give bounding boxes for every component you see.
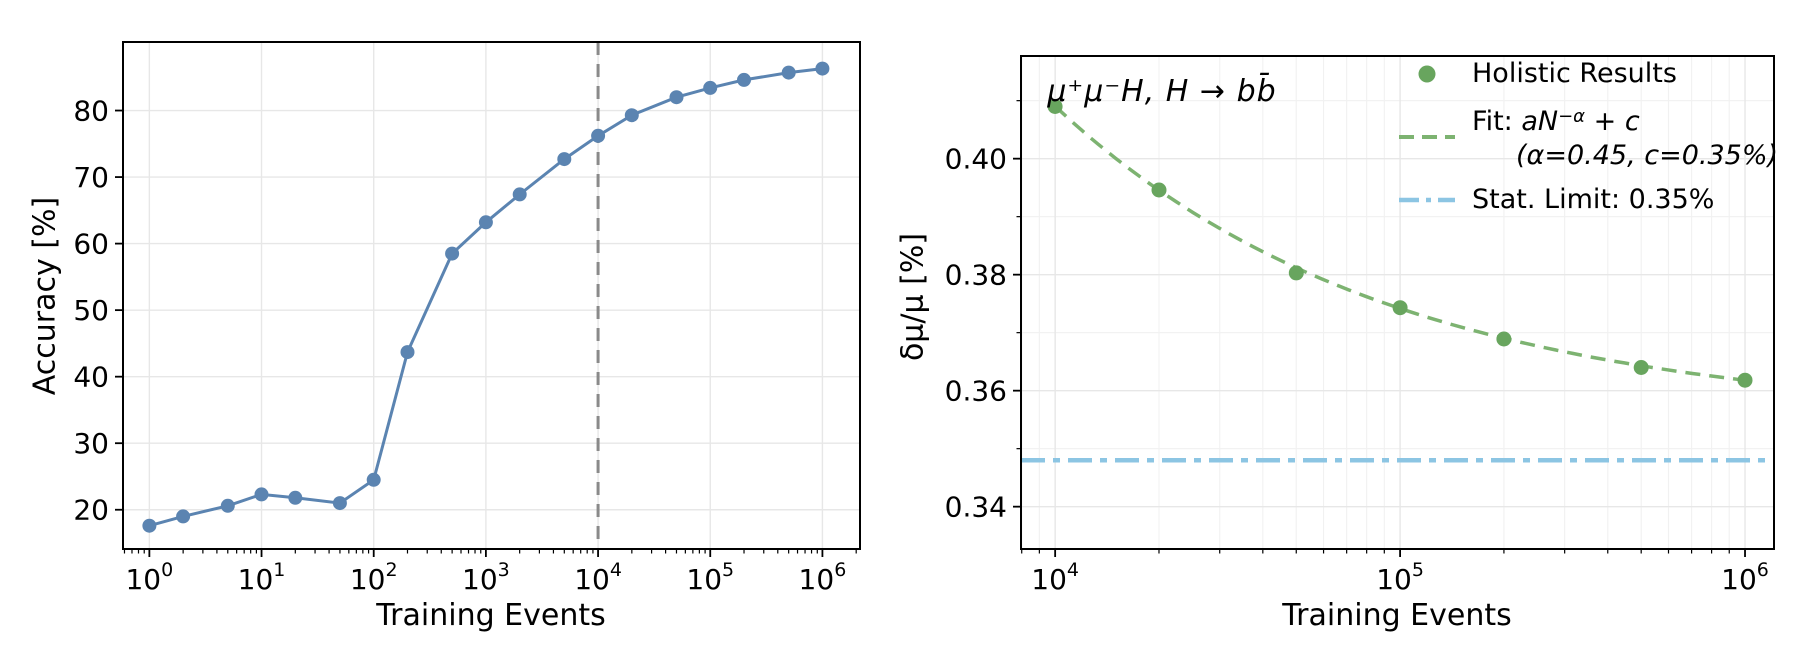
y-tick-label: 80 bbox=[73, 95, 109, 128]
legend-row-holistic: Holistic Results bbox=[1398, 58, 1778, 89]
axes-spines bbox=[1020, 55, 1775, 550]
axes-spines bbox=[122, 41, 861, 550]
data-point bbox=[591, 128, 606, 143]
data-point bbox=[332, 496, 347, 511]
y-tick-label: 0.38 bbox=[945, 259, 1007, 292]
data-point bbox=[512, 187, 527, 202]
y-tick-label: 70 bbox=[73, 161, 109, 194]
data-point bbox=[815, 61, 830, 76]
data-point bbox=[478, 215, 493, 230]
data-point bbox=[1633, 360, 1649, 375]
data-point bbox=[366, 472, 381, 487]
x-tick-label: 104 bbox=[574, 559, 622, 596]
right-panel-xlabel: Training Events bbox=[1282, 598, 1512, 633]
x-tick-label: 102 bbox=[350, 559, 398, 596]
right-panel-ylabel: δμ/μ [%] bbox=[895, 232, 931, 362]
data-point bbox=[176, 509, 191, 524]
fit-label-exponent: −α bbox=[1558, 106, 1586, 127]
data-point bbox=[624, 108, 639, 123]
data-point bbox=[1496, 331, 1512, 347]
legend-label-fit: Fit: aN−α + c (α=0.45, c=0.35%) bbox=[1472, 100, 1778, 173]
data-point bbox=[220, 498, 235, 513]
left-panel-xlabel: Training Events bbox=[376, 598, 606, 633]
fit-label-math2: + c bbox=[1585, 106, 1640, 137]
data-point bbox=[1737, 372, 1753, 388]
x-tick-label: 100 bbox=[125, 559, 173, 596]
fit-label-detail: (α=0.45, c=0.35%) bbox=[1516, 140, 1779, 171]
data-point bbox=[142, 518, 157, 533]
data-point bbox=[288, 490, 303, 505]
legend-row-fit: Fit: aN−α + c (α=0.45, c=0.35%) bbox=[1398, 100, 1778, 173]
data-point bbox=[781, 65, 796, 80]
legend-label-stat-limit: Stat. Limit: 0.35% bbox=[1472, 184, 1715, 215]
y-tick-label: 50 bbox=[73, 294, 109, 327]
data-point bbox=[737, 72, 751, 87]
y-tick-label: 40 bbox=[73, 361, 109, 394]
data-point bbox=[1392, 300, 1408, 316]
y-tick-label: 60 bbox=[73, 228, 109, 261]
data-point bbox=[445, 246, 460, 261]
legend: Holistic Results Fit: aN−α + c (α=0.45, … bbox=[1398, 58, 1778, 215]
left-panel-ylabel: Accuracy [%] bbox=[27, 196, 63, 396]
x-tick-label: 101 bbox=[238, 559, 286, 596]
data-point bbox=[703, 80, 718, 95]
fit-label-prefix: Fit: bbox=[1472, 106, 1522, 137]
x-tick-label: 104 bbox=[1031, 559, 1079, 596]
y-tick-label: 20 bbox=[73, 494, 109, 527]
data-point bbox=[1288, 265, 1304, 281]
dot-marker-icon bbox=[1398, 62, 1456, 86]
data-point bbox=[669, 90, 684, 105]
data-point bbox=[254, 487, 269, 502]
data-point bbox=[557, 152, 572, 167]
dashdot-line-icon bbox=[1398, 188, 1456, 212]
dashed-line-icon bbox=[1398, 125, 1456, 149]
data-point bbox=[1151, 182, 1167, 198]
process-annotation: μ⁺μ⁻H, H → bb̄ bbox=[1047, 74, 1277, 109]
y-tick-label: 0.34 bbox=[945, 491, 1007, 524]
x-tick-label: 105 bbox=[1376, 559, 1424, 596]
data-point bbox=[400, 345, 415, 360]
y-tick-label: 0.40 bbox=[945, 143, 1007, 176]
x-tick-label: 106 bbox=[799, 559, 847, 596]
y-tick-label: 30 bbox=[73, 427, 109, 460]
legend-row-stat-limit: Stat. Limit: 0.35% bbox=[1398, 184, 1778, 215]
x-tick-label: 106 bbox=[1721, 559, 1769, 596]
y-tick-label: 0.36 bbox=[945, 375, 1007, 408]
legend-label-holistic: Holistic Results bbox=[1472, 58, 1677, 89]
x-tick-label: 105 bbox=[686, 559, 734, 596]
fit-curve bbox=[1053, 104, 1746, 382]
fit-label-math: aN bbox=[1521, 106, 1559, 137]
x-tick-label: 103 bbox=[462, 559, 510, 596]
data-point bbox=[1047, 99, 1063, 114]
